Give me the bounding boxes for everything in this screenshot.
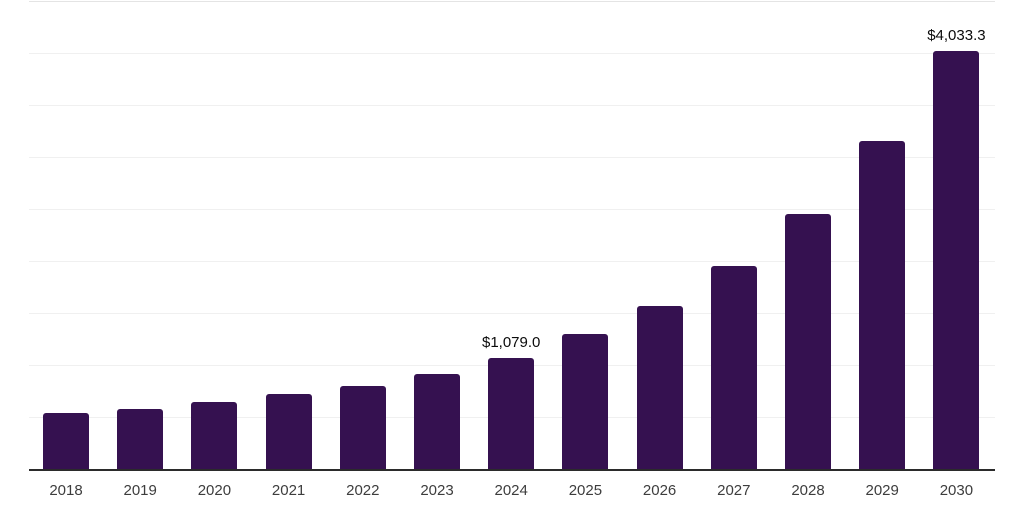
x-tick-2030: 2030 (939, 482, 974, 499)
bar-2027[interactable] (710, 266, 757, 470)
bar-2022[interactable] (339, 385, 386, 470)
gridline-2000 (29, 261, 995, 262)
x-tick-2024: 2024 (494, 482, 528, 499)
gridline-4500 (29, 1, 995, 2)
plot-area: $1,079.0 $4,033.3 (29, 1, 995, 471)
bar-2026[interactable] (636, 305, 683, 470)
bar-2029[interactable] (859, 141, 906, 470)
x-tick-2023: 2023 (420, 482, 454, 499)
gridline-3500 (29, 105, 995, 106)
gridline-3000 (29, 157, 995, 158)
gridline-1500 (29, 313, 995, 314)
x-tick-2021: 2021 (271, 482, 306, 499)
bar-2023[interactable] (414, 374, 460, 470)
bar-value-label-2024: $1,079.0 (481, 333, 541, 351)
gridline-4000 (29, 53, 995, 54)
x-axis-line (29, 469, 995, 471)
x-tick-2022: 2022 (346, 482, 380, 499)
bar-2025[interactable] (562, 334, 609, 470)
x-tick-2025: 2025 (568, 482, 603, 499)
bar-2030[interactable] (933, 50, 980, 470)
x-tick-2026: 2026 (642, 482, 677, 499)
bar-2028[interactable] (785, 214, 831, 470)
bar-2021[interactable] (265, 394, 312, 470)
x-tick-2027: 2027 (717, 482, 751, 499)
bar-2018[interactable] (43, 412, 89, 470)
bar-2024[interactable] (488, 357, 535, 470)
bar-value-label-2030: $4,033.3 (927, 26, 986, 44)
gridline-2500 (29, 209, 995, 210)
x-tick-2029: 2029 (865, 482, 899, 499)
x-tick-2019: 2019 (123, 482, 157, 499)
bar-2020[interactable] (191, 402, 238, 470)
x-tick-2020: 2020 (197, 482, 232, 499)
x-tick-2018: 2018 (49, 482, 83, 499)
x-tick-2028: 2028 (791, 482, 825, 499)
bar-2019[interactable] (117, 408, 164, 470)
